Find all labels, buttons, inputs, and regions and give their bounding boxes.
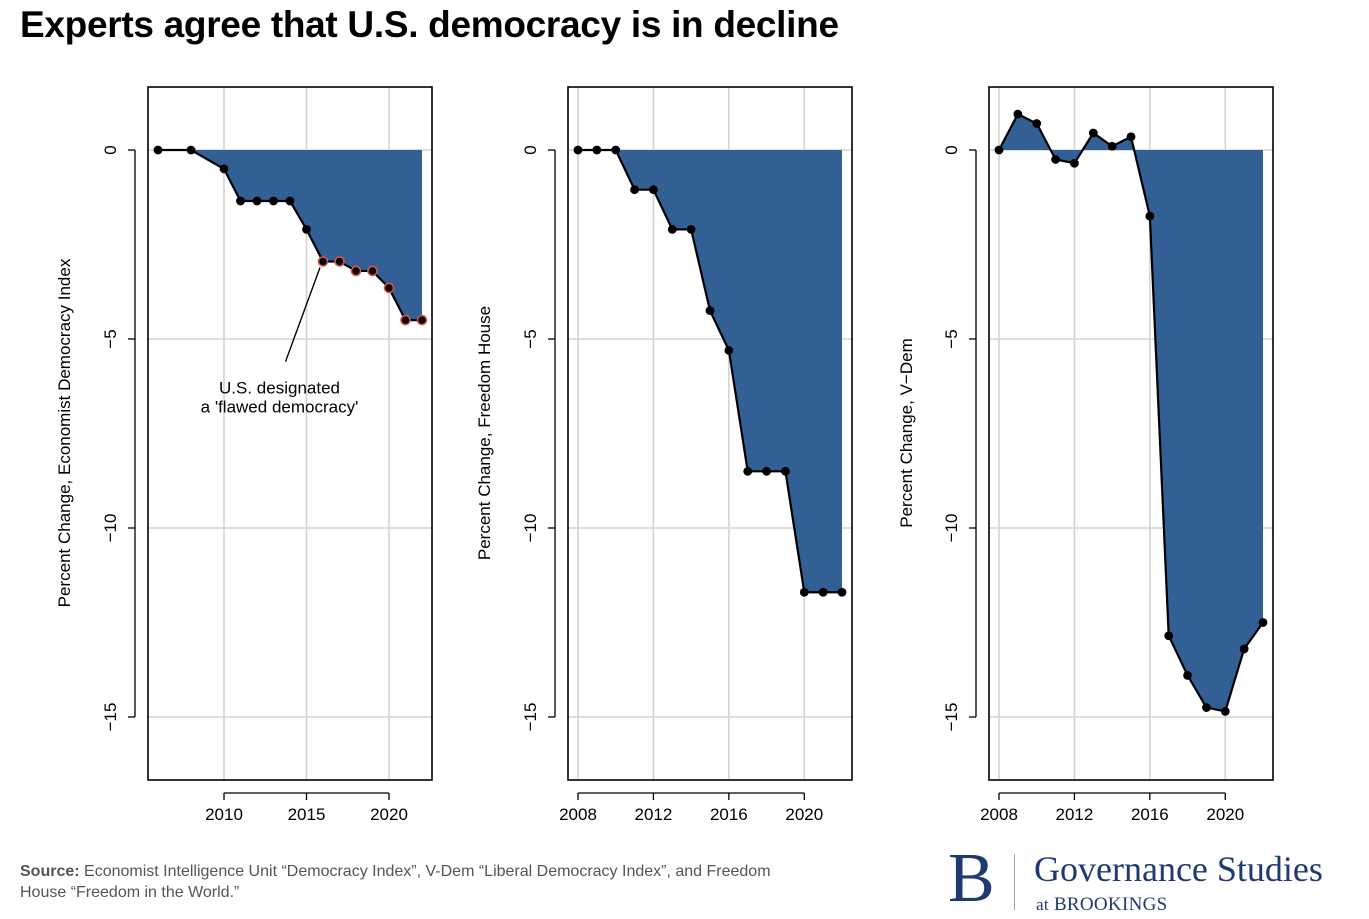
data-point [383, 282, 395, 294]
data-point [1220, 706, 1230, 716]
data-point [1013, 109, 1023, 119]
y-tick-label: −15 [101, 703, 120, 732]
data-point [1126, 132, 1136, 142]
data-point [153, 145, 163, 155]
data-point [592, 145, 602, 155]
plot-frame [567, 86, 853, 781]
y-tick-label: −15 [942, 703, 961, 732]
logo-letter: B [948, 840, 995, 917]
data-point [252, 196, 262, 206]
x-tick-label: 2012 [1056, 805, 1094, 824]
decline-area [615, 150, 842, 593]
brookings-logo: B Governance Studies at BROOKINGS [946, 840, 1366, 917]
y-tick-label: −5 [521, 329, 540, 348]
data-point [334, 256, 345, 267]
x-tick-label: 2010 [205, 805, 243, 824]
y-tick-label: 0 [101, 145, 120, 154]
data-point [317, 256, 329, 267]
data-point [302, 224, 311, 234]
chart-panel-freedom-house: 2008 2012 2016 2020 0 −5 −10 −15 Percent Change,… [475, 86, 853, 824]
data-point [1107, 141, 1117, 151]
data-point [837, 587, 847, 597]
y-axis-title: Percent Change, Freedom House [475, 306, 494, 560]
data-point [994, 145, 1004, 155]
data-point [1239, 644, 1249, 654]
data-point [573, 145, 583, 155]
chart-title: Experts agree that U.S. democracy is in … [20, 4, 839, 45]
source-label: Source: [20, 863, 80, 880]
y-tick-label: −10 [521, 514, 540, 543]
y-axis-title: Percent Change, V−Dem [897, 338, 916, 527]
annotation-text: a 'flawed democracy' [201, 398, 359, 417]
data-point [762, 466, 771, 476]
data-point [186, 145, 196, 155]
x-tick-label: 2012 [635, 805, 673, 824]
annotation-text: U.S. designated [219, 379, 340, 398]
data-point [1032, 119, 1042, 128]
data-point [649, 185, 658, 195]
data-point [1051, 155, 1060, 164]
y-tick-label: −10 [942, 514, 961, 543]
y-tick-label: −10 [101, 514, 120, 543]
data-point [1202, 703, 1211, 712]
y-tick-label: −15 [521, 703, 540, 732]
data-point [367, 265, 378, 277]
y-tick-label: 0 [521, 145, 540, 154]
data-point [1164, 631, 1174, 641]
data-point [781, 466, 790, 476]
chart-panel-vdem: 2008 2012 2016 2020 0 −5 −10 −15 Percent Change,… [897, 86, 1274, 824]
plot-frame [988, 86, 1274, 781]
data-point [686, 224, 696, 234]
data-point [1070, 158, 1079, 168]
data-point [818, 587, 828, 597]
data-point [743, 466, 753, 476]
data-point [630, 185, 639, 195]
data-point [724, 345, 734, 355]
data-point [285, 196, 295, 206]
data-point [236, 196, 245, 206]
y-tick-label: 0 [942, 145, 961, 154]
data-point [219, 164, 229, 174]
data-point [269, 196, 278, 206]
y-axis-title: Percent Change, Economist Democracy Inde… [55, 258, 74, 607]
annotation-pointer [284, 267, 321, 362]
y-tick-label: −5 [101, 329, 120, 348]
data-point [1145, 211, 1155, 221]
x-tick-label: 2020 [370, 805, 408, 824]
x-tick-label: 2016 [1131, 805, 1169, 824]
data-point [400, 314, 411, 326]
plot-frame [147, 86, 433, 781]
x-tick-label: 2008 [980, 805, 1018, 824]
decline-area [191, 150, 422, 321]
x-tick-label: 2020 [785, 805, 823, 824]
data-point [350, 265, 362, 277]
data-point [416, 314, 428, 326]
data-point [667, 224, 677, 234]
x-tick-label: 2008 [559, 805, 597, 824]
logo-at: at [1036, 895, 1049, 914]
data-point [611, 145, 621, 155]
x-tick-label: 2016 [710, 805, 748, 824]
logo-subtitle: at BROOKINGS [1036, 894, 1167, 916]
data-point [799, 587, 809, 597]
data-point [1258, 618, 1268, 627]
source-text: Economist Intelligence Unit “Democracy I… [20, 863, 771, 901]
data-point [705, 306, 715, 316]
logo-name: Governance Studies [1034, 849, 1323, 889]
x-tick-label: 2015 [288, 805, 326, 824]
logo-org: BROOKINGS [1053, 894, 1168, 915]
y-tick-label: −5 [942, 329, 961, 348]
x-tick-label: 2020 [1206, 805, 1244, 824]
data-point [1183, 671, 1192, 680]
logo-divider [1014, 854, 1015, 910]
decline-area [999, 114, 1263, 712]
data-point [1088, 128, 1098, 138]
source-note: Source: Economist Intelligence Unit “Dem… [20, 861, 780, 903]
